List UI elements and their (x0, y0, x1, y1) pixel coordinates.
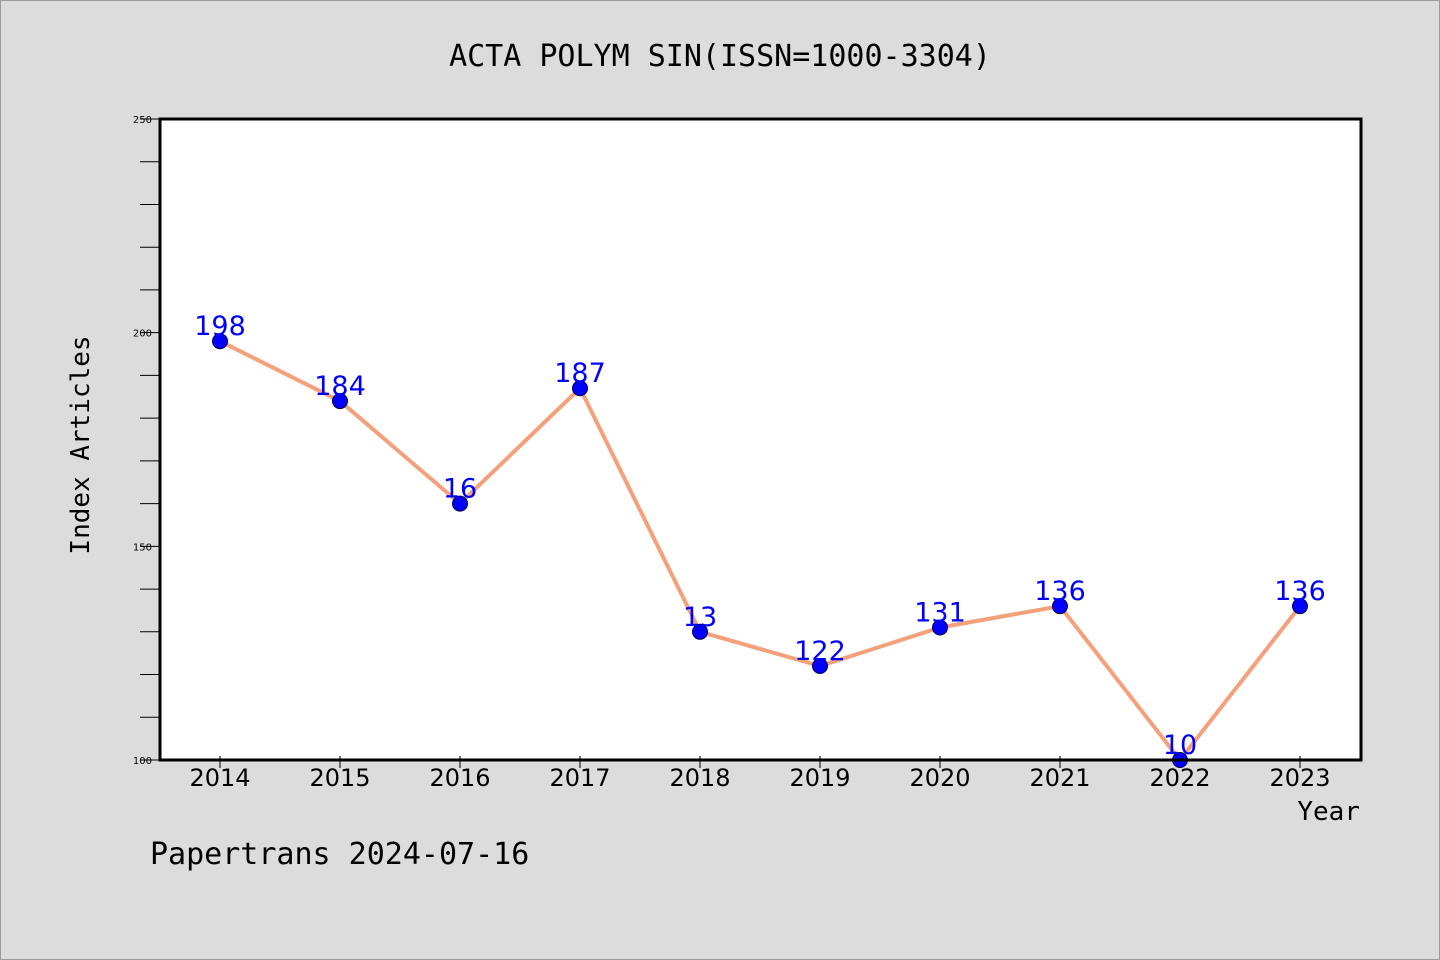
x-tick-label: 2014 (189, 764, 250, 792)
y-axis: 100 150 200 250 (133, 115, 160, 767)
x-tick-label: 2021 (1029, 764, 1090, 792)
data-label: 136 (1034, 576, 1086, 607)
data-point (452, 495, 468, 512)
data-label: 136 (1274, 576, 1326, 607)
y-tick-label: 150 (133, 542, 152, 553)
y-tick-label: 100 (133, 756, 152, 767)
data-point (572, 380, 588, 397)
series-line (219, 339, 1302, 762)
x-tick-label: 2023 (1269, 764, 1330, 792)
plot-area (160, 119, 1361, 760)
x-tick-label: 2016 (429, 764, 490, 792)
x-tick-label: 2018 (669, 764, 730, 792)
chart-title: ACTA POLYM SIN(ISSN=1000-3304) (449, 39, 991, 74)
data-point (212, 333, 228, 350)
data-point (1052, 598, 1068, 615)
x-tick-label: 2020 (909, 764, 970, 792)
data-point (1292, 598, 1308, 615)
x-tick-label: 2015 (309, 764, 370, 792)
x-tick-label: 2017 (549, 764, 610, 792)
data-point (812, 657, 828, 674)
data-label: 122 (794, 636, 846, 667)
data-label: 198 (194, 311, 246, 342)
x-tick-label: 2019 (789, 764, 850, 792)
y-tick-label: 200 (133, 329, 152, 340)
series-line-group: 198 184 16 187 13 122 131 136 10 136 (194, 311, 1326, 768)
data-label: 131 (914, 598, 966, 629)
x-axis-label: Year (1297, 797, 1360, 827)
x-tick-label: 2022 (1149, 764, 1210, 792)
data-label: 13 (683, 602, 717, 633)
data-label: 16 (443, 474, 477, 505)
data-point (332, 393, 348, 410)
data-label: 10 (1163, 730, 1197, 761)
x-axis: 2014 2015 2016 2017 2018 2019 2020 2021 2022 2023 (189, 756, 1331, 792)
data-label: 187 (554, 358, 606, 389)
plot-border (158, 117, 1363, 762)
data-point (692, 623, 708, 640)
data-label: 184 (314, 371, 366, 402)
y-tick-label: 250 (133, 115, 152, 126)
data-point (932, 619, 948, 636)
y-axis-label: Index Articles (66, 335, 96, 554)
footer-text: Papertrans 2024-07-16 (150, 837, 529, 872)
